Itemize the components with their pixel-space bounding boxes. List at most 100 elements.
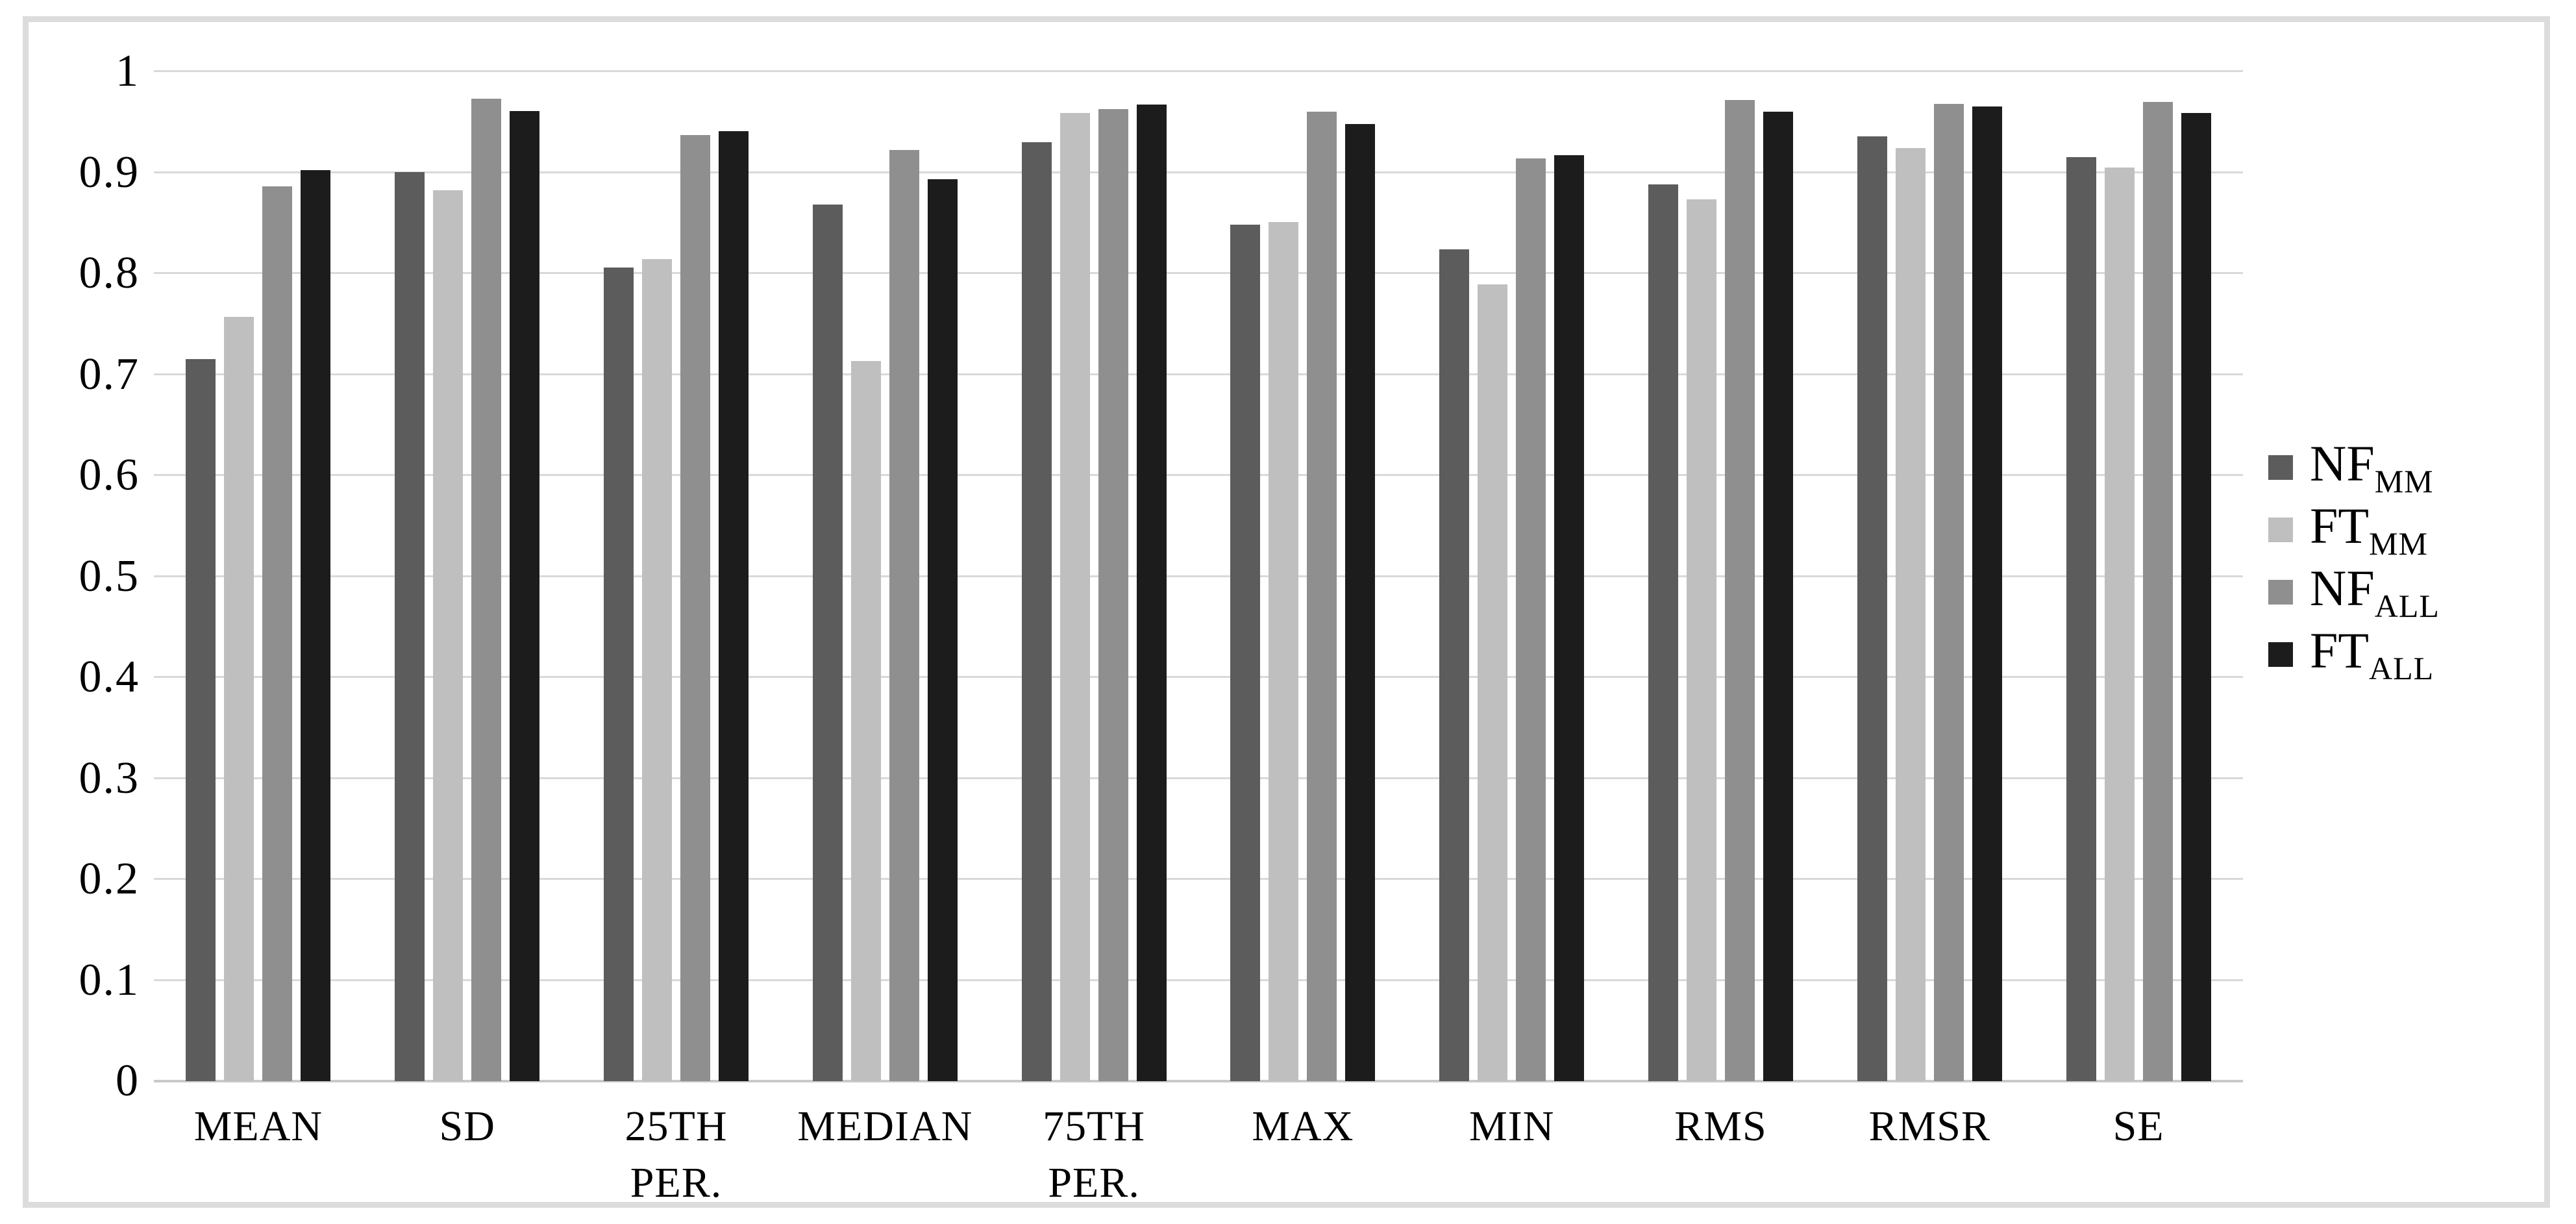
y-tick-label: 0.4 xyxy=(79,652,140,702)
x-category-label: RMSR xyxy=(1868,1103,1990,1150)
legend-swatch-icon xyxy=(2268,455,2293,480)
bar-series-4-cat-5 xyxy=(1136,105,1167,1081)
legend: NFMM FTMM NFALL FTALL xyxy=(2268,436,2440,686)
y-tick-label: 0.7 xyxy=(79,349,140,399)
legend-item-3: NFALL xyxy=(2268,561,2440,623)
gridline xyxy=(154,474,2243,476)
bar-series-4-cat-8 xyxy=(1763,112,1793,1081)
y-tick-label: 0.1 xyxy=(79,955,140,1005)
y-tick-label: 0.2 xyxy=(79,854,140,904)
gridline xyxy=(154,171,2243,173)
bar-series-2-cat-4 xyxy=(850,361,881,1081)
bar-series-4-cat-7 xyxy=(1554,155,1585,1081)
bar-series-1-cat-2 xyxy=(395,172,425,1081)
legend-swatch-icon xyxy=(2268,642,2293,667)
bar-series-4-cat-2 xyxy=(510,111,540,1081)
bar-series-2-cat-10 xyxy=(2104,168,2135,1081)
bar-series-3-cat-2 xyxy=(471,99,502,1081)
legend-label: FTALL xyxy=(2310,625,2434,684)
x-category-label: 75TH PER. xyxy=(1043,1103,1146,1207)
bar-series-4-cat-1 xyxy=(301,170,331,1081)
bar-series-3-cat-9 xyxy=(1933,104,1964,1081)
bar-series-4-cat-3 xyxy=(718,131,749,1081)
legend-label: NFMM xyxy=(2310,438,2434,497)
x-category-label: SE xyxy=(2112,1103,2164,1150)
bar-series-3-cat-4 xyxy=(889,150,919,1081)
bar-series-3-cat-10 xyxy=(2142,102,2173,1081)
x-category-label: MIN xyxy=(1469,1103,1555,1150)
gridline xyxy=(154,878,2243,880)
bar-group-10 xyxy=(2034,71,2243,1081)
bar-group-5 xyxy=(989,71,1198,1081)
legend-label-main: FT xyxy=(2310,497,2370,554)
y-tick-label: 0.6 xyxy=(79,450,140,500)
bar-series-1-cat-4 xyxy=(812,205,843,1081)
bar-series-1-cat-6 xyxy=(1230,225,1261,1081)
legend-swatch-icon xyxy=(2268,580,2293,605)
y-tick-label: 0.9 xyxy=(79,147,140,197)
bar-series-4-cat-9 xyxy=(1972,106,2002,1081)
bar-group-9 xyxy=(1825,71,2034,1081)
y-tick-label: 0.8 xyxy=(79,248,140,298)
x-category-label: MEDIAN xyxy=(797,1103,973,1150)
legend-item-4: FTALL xyxy=(2268,623,2440,686)
gridline xyxy=(154,272,2243,274)
bar-series-4-cat-10 xyxy=(2181,113,2211,1081)
legend-label-main: NF xyxy=(2310,434,2375,492)
bar-group-6 xyxy=(1198,71,1407,1081)
bar-series-1-cat-7 xyxy=(1439,249,1470,1081)
y-tick-label: 0 xyxy=(116,1056,140,1106)
legend-label: FTMM xyxy=(2310,500,2428,562)
bar-series-1-cat-5 xyxy=(1021,142,1052,1081)
x-category-label: 25TH PER. xyxy=(625,1103,728,1207)
gridline xyxy=(154,70,2243,72)
bar-group-1 xyxy=(154,71,363,1081)
x-category-label: MEAN xyxy=(193,1103,323,1150)
bar-series-2-cat-9 xyxy=(1895,148,1926,1081)
bar-series-2-cat-1 xyxy=(224,317,254,1081)
bar-series-2-cat-8 xyxy=(1686,199,1716,1081)
legend-label: NFALL xyxy=(2310,559,2440,624)
bar-group-3 xyxy=(572,71,781,1081)
bar-series-3-cat-5 xyxy=(1098,109,1128,1081)
bar-series-1-cat-9 xyxy=(1857,136,1887,1081)
bar-series-3-cat-7 xyxy=(1516,158,1546,1081)
bar-series-4-cat-6 xyxy=(1345,124,1376,1081)
bar-series-1-cat-10 xyxy=(2066,157,2096,1081)
bar-series-2-cat-2 xyxy=(433,190,464,1081)
legend-label-subscript: MM xyxy=(2369,525,2428,562)
bar-series-2-cat-3 xyxy=(641,259,672,1081)
bar-series-2-cat-6 xyxy=(1269,222,1299,1081)
legend-item-2: FTMM xyxy=(2268,499,2440,561)
bar-series-3-cat-8 xyxy=(1724,100,1755,1081)
legend-swatch-icon xyxy=(2268,518,2293,542)
bar-group-2 xyxy=(363,71,572,1081)
bar-series-3-cat-3 xyxy=(680,135,710,1081)
legend-label-subscript: MM xyxy=(2374,462,2434,499)
y-tick-label: 0.3 xyxy=(79,753,140,803)
y-tick-label: 0.5 xyxy=(79,551,140,601)
bar-series-1-cat-3 xyxy=(603,268,634,1081)
y-tick-label: 1 xyxy=(116,46,140,96)
legend-label-main: NF xyxy=(2310,559,2375,616)
chart-canvas: 1 0.9 0.8 0.7 0.6 0.5 0.4 0.3 0.2 0.1 0 MEAN SD 25TH… xyxy=(29,22,2544,1206)
gridline xyxy=(154,676,2243,678)
bar-series-2-cat-5 xyxy=(1059,113,1090,1081)
gridline xyxy=(154,373,2243,375)
axis-baseline xyxy=(154,1080,2243,1082)
legend-label-main: FT xyxy=(2310,621,2370,679)
bar-group-8 xyxy=(1616,71,1826,1081)
legend-item-1: NFMM xyxy=(2268,436,2440,499)
bar-series-3-cat-6 xyxy=(1307,112,1337,1081)
gridline xyxy=(154,777,2243,779)
x-category-label: MAX xyxy=(1252,1103,1354,1150)
bar-group-7 xyxy=(1407,71,1616,1081)
bar-series-2-cat-7 xyxy=(1478,284,1508,1081)
figure-frame: 1 0.9 0.8 0.7 0.6 0.5 0.4 0.3 0.2 0.1 0 MEAN SD 25TH… xyxy=(23,16,2550,1208)
x-category-label: SD xyxy=(439,1103,495,1150)
bar-series-3-cat-1 xyxy=(262,186,293,1081)
legend-label-subscript: ALL xyxy=(2369,649,2434,686)
gridline xyxy=(154,979,2243,981)
bar-series-4-cat-4 xyxy=(927,179,958,1081)
legend-label-subscript: ALL xyxy=(2374,587,2440,624)
